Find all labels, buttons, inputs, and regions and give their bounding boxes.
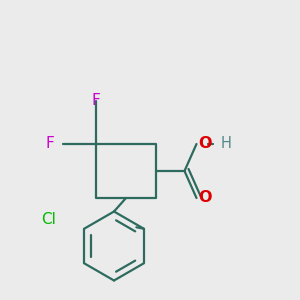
- Text: F: F: [45, 136, 54, 152]
- Text: H: H: [220, 136, 231, 152]
- Text: O: O: [198, 136, 211, 152]
- Text: O: O: [198, 190, 211, 206]
- Text: F: F: [92, 93, 100, 108]
- Text: Cl: Cl: [40, 212, 56, 226]
